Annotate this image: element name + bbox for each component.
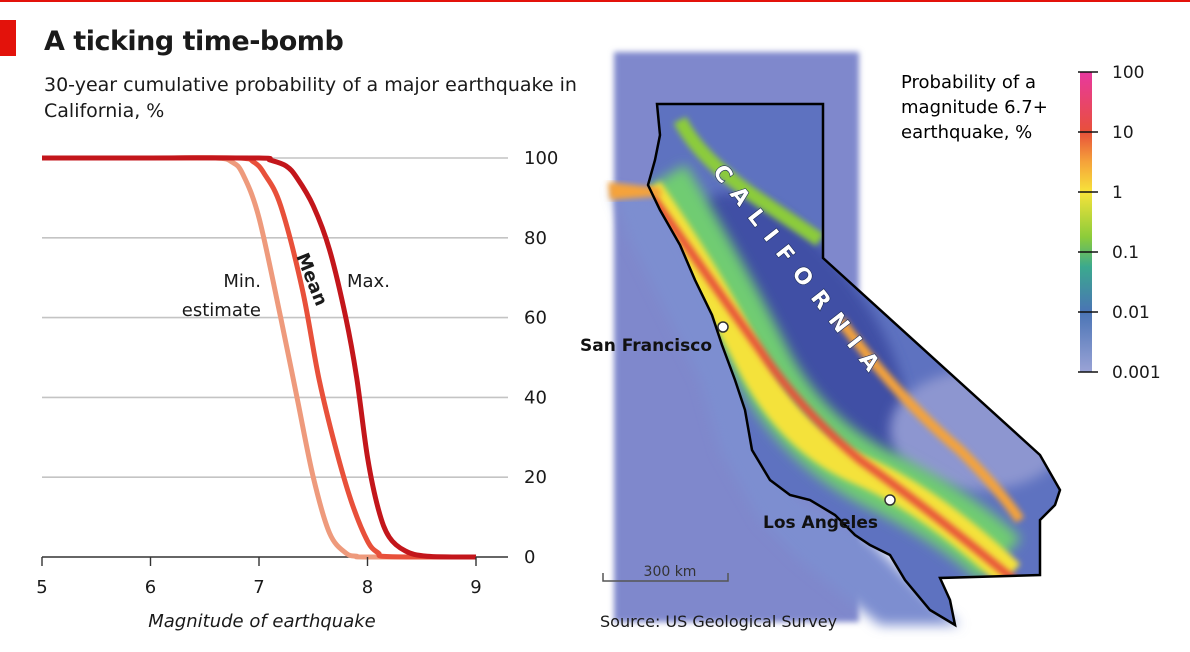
hazard-map: C A L I F O R N I A San Francisco Los An… <box>580 52 1062 627</box>
series-max-line <box>41 155 477 560</box>
y-tick-40: 40 <box>524 387 547 408</box>
page-subtitle: 30-year cumulative probability of a majo… <box>44 74 577 122</box>
series-lines <box>41 155 477 560</box>
colorbar-tick-1: 10 <box>1112 123 1134 143</box>
san-andreas-fault <box>648 187 1023 589</box>
offshore-hazard-zone <box>612 190 960 625</box>
colorbar-legend: Probability of a magnitude 6.7+ earthqua… <box>901 63 1161 383</box>
central-valley-zone <box>691 192 909 468</box>
scale-bar <box>602 573 729 582</box>
colorbar-tick-4: 0.01 <box>1112 303 1150 323</box>
scale-bar-label: 300 km <box>644 564 697 580</box>
colorbar-tick-5: 0.001 <box>1112 363 1161 383</box>
secondary-fault <box>836 316 1025 523</box>
ocean-hazard-strip <box>608 182 662 200</box>
x-tick-6: 6 <box>145 577 156 598</box>
colorbar-tick-3: 0.1 <box>1112 243 1139 263</box>
y-tick-0: 0 <box>524 547 535 568</box>
legend-title-line1: Probability of a <box>901 72 1036 93</box>
colorbar <box>1080 72 1092 372</box>
label-max: Max. <box>347 271 390 292</box>
y-tick-20: 20 <box>524 467 547 488</box>
san-francisco-marker <box>717 321 729 333</box>
x-tick-8: 8 <box>362 577 373 598</box>
x-tick-7: 7 <box>253 577 264 598</box>
page-title: A ticking time-bomb <box>44 26 344 57</box>
north-fault <box>673 116 824 246</box>
colorbar-tick-2: 1 <box>1112 183 1123 203</box>
y-tick-60: 60 <box>524 308 547 329</box>
legend-title-line3: earthquake, % <box>901 122 1032 143</box>
colorbar-ticks: 100 10 1 0.1 0.01 0.001 <box>1078 63 1161 383</box>
top-rule <box>0 0 1190 2</box>
series-min-line <box>41 155 477 560</box>
x-axis-label: Magnitude of earthquake <box>148 611 376 632</box>
y-tick-80: 80 <box>524 228 547 249</box>
los-angeles-label: Los Angeles <box>763 513 878 533</box>
label-min-line1: Min. <box>223 271 261 292</box>
axis-ticks: 100 80 60 40 20 0 5 6 7 8 9 <box>36 148 558 598</box>
colorbar-tick-0: 100 <box>1112 63 1144 83</box>
x-tick-5: 5 <box>36 577 47 598</box>
source-note: Source: US Geological Survey <box>600 612 838 631</box>
label-min-line2: estimate <box>182 300 261 321</box>
brand-tag <box>0 20 16 56</box>
y-tick-100: 100 <box>524 148 558 169</box>
x-tick-9: 9 <box>470 577 481 598</box>
label-mean: Mean <box>291 250 331 309</box>
legend-title-line2: magnitude 6.7+ <box>901 97 1048 118</box>
grid-lines <box>42 157 508 558</box>
los-angeles-marker <box>884 494 896 506</box>
san-francisco-label: San Francisco <box>580 336 712 356</box>
